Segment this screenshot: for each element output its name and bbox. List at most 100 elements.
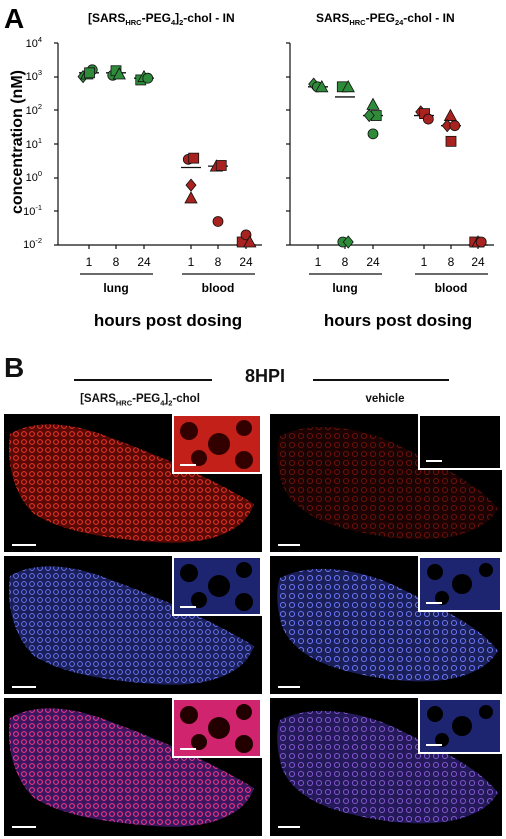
inset-scale-bar xyxy=(426,602,442,604)
panel-a-letter: A xyxy=(4,3,24,34)
inset-treated-blue xyxy=(172,556,262,616)
lung-section-blue xyxy=(9,566,254,685)
lung-data-point xyxy=(112,67,126,80)
inset-scale-bar xyxy=(426,460,442,462)
inset-image xyxy=(180,562,253,611)
lung-data-point xyxy=(315,79,329,93)
right-chart-title: SARSHRC-PEG24-chol - IN xyxy=(316,11,455,27)
inset-vehicle-merge xyxy=(418,698,502,754)
scale-bar xyxy=(12,544,36,546)
lung-section-red-vehicle xyxy=(277,426,498,540)
lung-section-blue-vehicle xyxy=(277,568,498,682)
micrograph-vehicle-red xyxy=(270,414,502,552)
blood-data-point xyxy=(185,178,197,192)
inset-scale-bar xyxy=(180,606,196,608)
inset-treated-red xyxy=(172,414,262,474)
tissue-group-labels: lung blood lung blood xyxy=(103,281,467,295)
left-chart-marks xyxy=(77,64,257,248)
lung-section-merge-vehicle xyxy=(277,710,498,824)
inset-image xyxy=(180,704,253,753)
micrograph-treated-blue xyxy=(4,556,262,694)
y-axis-label: concentration (nM) xyxy=(9,70,26,214)
inset-image xyxy=(180,420,253,469)
blood-data-point xyxy=(475,236,487,248)
blood-data-point xyxy=(449,120,461,132)
micrograph-treated-red xyxy=(4,414,262,552)
y-tick-labels-left: 104 103 102 101 100 10-1 10-2 xyxy=(23,35,42,251)
left-chart-axes xyxy=(54,42,262,246)
tissue-label-lung: lung xyxy=(103,281,128,295)
x-tick-label: 8 xyxy=(113,255,120,269)
lung-data-point xyxy=(363,108,375,123)
y-tick-label: 101 xyxy=(26,136,42,151)
x-tick-marks xyxy=(88,245,479,249)
x-tick-label: 8 xyxy=(448,255,455,269)
x-tick-label: 1 xyxy=(86,255,93,269)
y-tick-label: 100 xyxy=(26,169,42,184)
inset-scale-bar xyxy=(180,464,196,466)
micrograph-vehicle-blue xyxy=(270,556,502,694)
blood-data-point xyxy=(443,108,458,121)
x-tick-label: 24 xyxy=(471,255,485,269)
tissue-label-blood: blood xyxy=(435,281,468,295)
left-chart-title: [SARSHRC-PEG4]2-chol - IN xyxy=(88,11,235,27)
y-tick-label: 104 xyxy=(26,35,42,50)
x-tick-label: 1 xyxy=(421,255,428,269)
column-header-treated: [SARSHRC-PEG4]2-chol xyxy=(80,393,200,408)
right-chart-marks xyxy=(308,77,488,249)
x-axis-label-right: hours post dosing xyxy=(324,311,472,330)
x-tick-labels-right: 1 8 24 1 8 24 xyxy=(315,255,485,269)
blood-data-point xyxy=(422,113,434,125)
x-axis-label-left: hours post dosing xyxy=(94,311,242,330)
y-tick-label: 10-2 xyxy=(23,236,42,251)
scale-bar xyxy=(12,686,36,688)
inset-vehicle-red xyxy=(418,414,502,470)
x-tick-label: 24 xyxy=(239,255,253,269)
y-tick-label: 102 xyxy=(26,102,42,117)
lung-data-point xyxy=(342,235,354,249)
x-tick-label: 24 xyxy=(137,255,151,269)
inset-image xyxy=(427,705,493,747)
inset-scale-bar xyxy=(180,748,196,750)
x-tick-labels-left: 1 8 24 1 8 24 xyxy=(86,255,253,269)
x-tick-label: 1 xyxy=(188,255,195,269)
blood-data-point xyxy=(215,160,227,171)
scale-bar xyxy=(278,686,300,688)
lung-section-red xyxy=(9,424,254,543)
scale-bar xyxy=(12,826,36,828)
inset-scale-bar xyxy=(426,744,442,746)
lung-data-point xyxy=(84,67,95,79)
micrograph-vehicle-merge xyxy=(270,698,502,836)
panel-b-letter: B xyxy=(4,352,25,383)
tissue-label-lung: lung xyxy=(332,281,357,295)
y-tick-label: 103 xyxy=(26,68,42,83)
panel-a-charts: A [SARSHRC-PEG4]2-chol - IN SARSHRC-PEG2… xyxy=(4,3,494,330)
scale-bar xyxy=(278,544,300,546)
lung-data-point xyxy=(341,79,355,93)
x-tick-label: 8 xyxy=(215,255,222,269)
lung-data-point xyxy=(367,128,379,140)
panel-b-header: 8HPI xyxy=(244,366,286,386)
micrograph-treated-merge xyxy=(4,698,262,836)
header-line-right xyxy=(313,379,449,381)
x-tick-label: 24 xyxy=(366,255,380,269)
blood-data-point xyxy=(243,235,257,248)
right-chart-axes xyxy=(286,42,494,246)
blood-data-point xyxy=(188,152,200,164)
inset-image xyxy=(427,563,493,605)
header-line-left xyxy=(74,379,212,381)
blood-data-point xyxy=(445,135,457,147)
lung-data-point xyxy=(366,97,380,110)
lung-section-merge xyxy=(9,708,254,827)
lung-data-point xyxy=(142,72,154,84)
inset-treated-merge xyxy=(172,698,262,758)
blood-data-point xyxy=(240,229,252,241)
scale-bar xyxy=(278,826,300,828)
column-header-vehicle: vehicle xyxy=(365,393,405,405)
blood-data-point xyxy=(184,191,198,204)
y-tick-label: 10-1 xyxy=(23,203,42,218)
x-tick-label: 8 xyxy=(342,255,349,269)
inset-vehicle-blue xyxy=(418,556,502,612)
blood-data-point xyxy=(212,216,224,227)
tissue-label-blood: blood xyxy=(202,281,235,295)
